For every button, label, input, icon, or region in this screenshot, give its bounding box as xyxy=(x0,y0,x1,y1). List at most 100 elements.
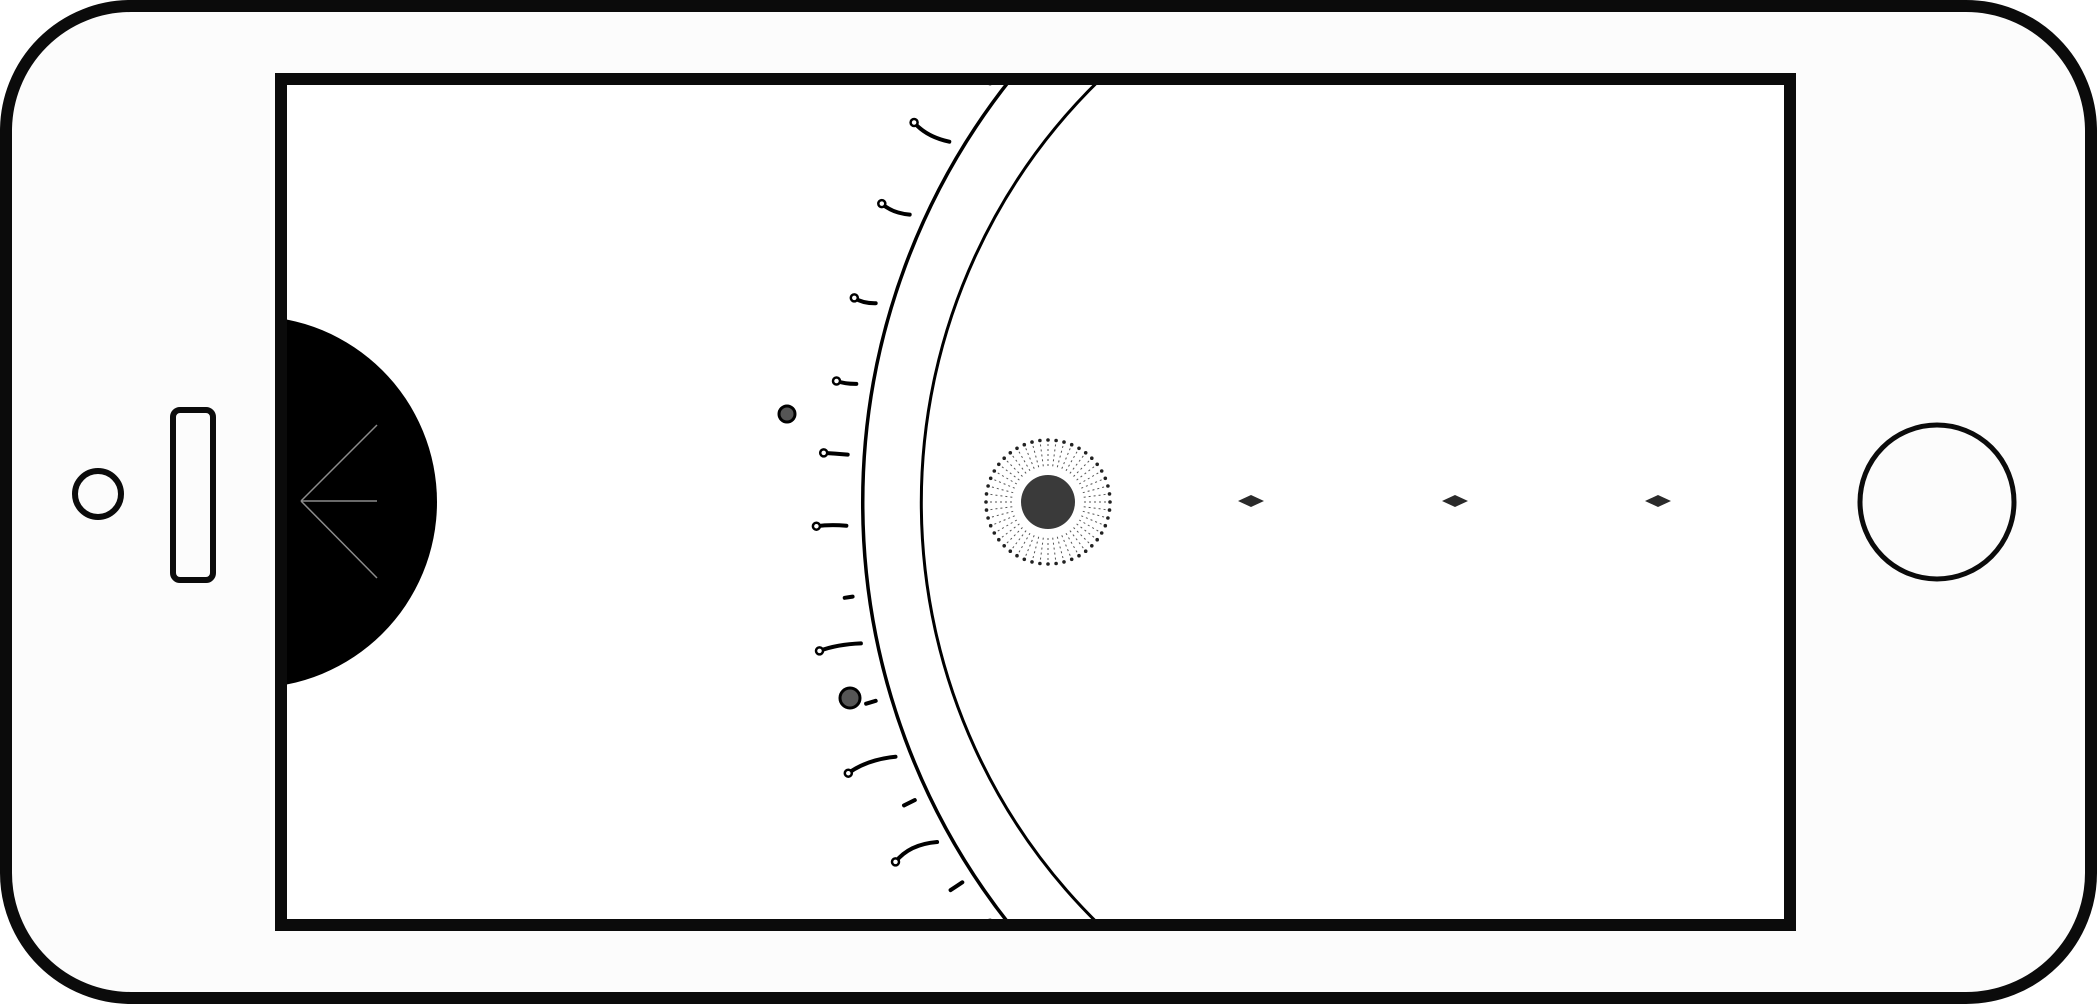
player-orb-ray xyxy=(1082,510,1109,519)
path-marker xyxy=(1645,495,1671,507)
arc-tendril xyxy=(842,594,855,600)
player-orb-ray-dot xyxy=(1090,544,1094,548)
player-orb-ray-dot xyxy=(1108,500,1112,504)
player-orb-ray xyxy=(1081,515,1106,527)
back-button-disc xyxy=(281,318,437,686)
player-orb-ray-dot xyxy=(1107,492,1112,496)
player-orb-ray-dot xyxy=(1107,508,1112,512)
player-orb-ray-dot xyxy=(1103,476,1108,481)
player-orb-ray-dot xyxy=(1069,557,1074,562)
player-orb-ray xyxy=(1039,537,1044,564)
player-orb-ray-dot xyxy=(997,462,1001,467)
player-orb-ray-dot xyxy=(1022,557,1027,562)
arc-tendril xyxy=(902,798,917,808)
player-orb-ray-dot xyxy=(997,537,1001,542)
arc-tendril-tip xyxy=(843,768,854,778)
player-orb-ray xyxy=(987,485,1014,494)
player-orb-ray-dot xyxy=(984,508,989,512)
player-orb-ray xyxy=(1069,530,1087,552)
player-orb-ray-dot xyxy=(992,531,997,535)
player-orb-ray xyxy=(1061,444,1073,469)
front-camera-icon xyxy=(72,468,124,520)
player-orb-ray xyxy=(1056,441,1065,468)
player-orb-ray-dot xyxy=(1103,523,1108,528)
player-orb-ray xyxy=(994,470,1018,485)
player-orb-ray xyxy=(1009,530,1027,552)
player-orb-ray xyxy=(1065,448,1080,472)
planet-outer-arc xyxy=(860,79,1014,925)
player-orb-ray xyxy=(1039,440,1044,467)
player-orb-ray xyxy=(1073,457,1093,477)
player-orb-ray xyxy=(1076,463,1098,481)
player-orb-ray-dot xyxy=(1054,438,1058,443)
player-orb-ray xyxy=(990,477,1015,489)
player-orb-ray xyxy=(998,523,1020,541)
player-orb-ray-dot xyxy=(1046,562,1050,566)
player-orb-ray-dot xyxy=(1077,446,1081,451)
stray-particle xyxy=(777,404,797,424)
player-orb-ray xyxy=(1083,493,1110,498)
arc-tendril-tip xyxy=(811,521,822,531)
player-orb-ray-dot xyxy=(1095,537,1099,542)
player-orb-ray xyxy=(998,463,1020,481)
player-orb-ray-dot xyxy=(1062,440,1066,444)
player-orb-ray-dot xyxy=(1054,561,1058,566)
player-orb-ray xyxy=(990,515,1015,527)
player-orb-ray xyxy=(1023,535,1035,560)
player-orb-ray-ring xyxy=(984,438,1112,566)
player-orb-ray-dot xyxy=(1083,451,1088,455)
player-orb-ray-dot xyxy=(1038,561,1042,566)
speaker-grille xyxy=(170,407,216,583)
player-orb-ray xyxy=(1052,440,1057,467)
player-orb-ray-dot xyxy=(1077,553,1081,558)
chevron-left-icon xyxy=(300,424,378,579)
player-orb-ray xyxy=(1056,536,1065,563)
player-orb-ray-dot xyxy=(1090,456,1094,461)
player-orb-ray xyxy=(986,493,1013,498)
player-orb-ray xyxy=(1081,477,1106,489)
arc-tendril xyxy=(864,698,878,706)
game-screen[interactable] xyxy=(65,0,1796,1004)
arc-tendril xyxy=(948,880,965,893)
player-orb-ray-dot xyxy=(1002,544,1006,548)
arc-tendril-tip xyxy=(814,646,825,656)
player-orb xyxy=(984,438,1112,566)
player-orb-ray-dot xyxy=(988,476,993,481)
player-orb-ray xyxy=(1003,457,1023,477)
player-orb-ray xyxy=(1073,527,1093,547)
player-orb-ray-dot xyxy=(986,516,990,520)
player-orb-ray-dot xyxy=(1008,451,1013,455)
player-orb-ray-dot xyxy=(1095,462,1099,467)
arc-tendril-tip xyxy=(890,857,901,867)
home-button[interactable] xyxy=(1857,422,2017,582)
player-orb-ray-dot xyxy=(1030,440,1034,444)
player-orb-core xyxy=(1021,475,1075,529)
stray-particle xyxy=(838,686,862,710)
player-orb-ray xyxy=(1016,448,1031,472)
arc-tendril-tip xyxy=(818,448,829,458)
planet-inner-arc xyxy=(919,79,1103,925)
player-orb-ray xyxy=(1031,441,1040,468)
player-orb-ray-dot xyxy=(984,500,988,504)
player-orb-ray-dot xyxy=(1015,553,1019,558)
player-orb-ray-dot xyxy=(986,484,990,488)
player-orb-ray xyxy=(994,519,1018,534)
player-orb-ray-dot xyxy=(1038,438,1042,443)
player-orb-ray-dot xyxy=(1106,516,1110,520)
player-orb-ray xyxy=(986,506,1013,511)
player-orb-ray xyxy=(1052,537,1057,564)
player-orb-ray-dot xyxy=(1099,531,1104,535)
player-orb-ray xyxy=(1078,519,1102,534)
path-marker xyxy=(1442,495,1468,507)
back-button[interactable] xyxy=(65,316,437,688)
player-orb-ray-dot xyxy=(1062,560,1066,564)
player-orb-ray xyxy=(1082,485,1109,494)
player-orb-ray-dot xyxy=(1099,469,1104,473)
player-orb-ray xyxy=(1069,452,1087,474)
player-orb-ray-dot xyxy=(1083,549,1088,553)
player-orb-ray-dot xyxy=(1030,560,1034,564)
screen-border xyxy=(275,73,1796,931)
player-orb-ray-dot xyxy=(988,523,993,528)
